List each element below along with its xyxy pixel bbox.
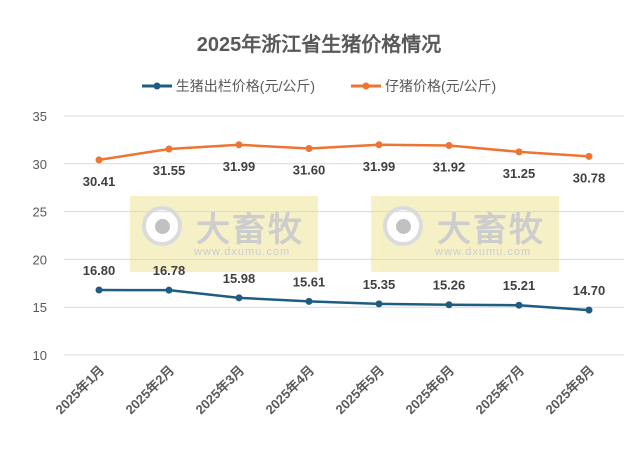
x-tick-label: 2025年4月 [263,363,318,418]
data-point [305,145,313,153]
data-point [165,286,173,294]
y-tick-label: 25 [33,205,47,220]
data-point [515,148,523,156]
x-tick-label: 2025年5月 [333,363,388,418]
watermark-brand: 大畜牧 [196,211,304,249]
data-point [235,294,243,302]
x-tick-label: 2025年8月 [543,363,598,418]
x-tick-label: 2025年7月 [473,363,528,418]
watermark-url: www.dxumu.com [435,246,532,258]
series-line-0 [98,288,590,312]
x-tick-label: 2025年2月 [123,363,178,418]
data-point [585,152,593,160]
data-label: 16.78 [153,263,186,278]
chart-title: 2025年浙江省生猪价格情况 [196,34,442,56]
y-tick-label: 20 [33,252,47,267]
data-point [515,301,523,309]
legend-marker-finisher [141,82,172,90]
data-point [305,297,313,305]
data-label: 15.98 [223,271,256,286]
data-label: 15.26 [433,278,466,293]
data-point [165,145,173,153]
legend-item-finisher: 生猪出栏价格(元/公斤) [141,76,315,96]
data-label: 31.99 [363,159,396,174]
data-label: 16.80 [83,263,116,278]
data-label: 31.55 [153,163,186,178]
data-label: 31.99 [223,159,256,174]
data-point [95,286,103,294]
data-label: 15.61 [293,274,326,289]
y-tick-label: 35 [33,109,47,124]
legend-item-piglet: 仔猪价格(元/公斤) [351,76,496,96]
x-tick-label: 2025年3月 [193,363,248,418]
data-label: 30.78 [573,170,606,185]
data-point [95,156,103,164]
legend-label-finisher: 生猪出栏价格(元/公斤) [175,78,315,94]
data-label: 31.60 [293,163,326,178]
legend: 生猪出栏价格(元/公斤) 仔猪价格(元/公斤) [0,76,638,96]
data-label: 30.41 [83,174,116,189]
y-tick-label: 15 [33,300,47,315]
y-tick-label: 30 [33,157,47,172]
data-point [445,141,453,149]
watermark-url: www.dxumu.com [194,246,291,258]
watermark-logo-icon [383,206,423,246]
x-tick-label: 2025年1月 [53,363,108,418]
legend-marker-piglet [351,82,381,90]
data-label: 14.70 [573,283,606,298]
watermark-brand: 大畜牧 [437,211,545,249]
series-line-1 [98,143,590,162]
data-label: 15.21 [503,278,536,293]
data-label: 31.92 [433,159,466,174]
data-label: 31.25 [503,166,536,181]
y-tick-label: 10 [33,348,47,363]
data-point [235,141,243,149]
data-point [585,306,593,314]
data-point [375,300,383,308]
data-point [375,141,383,149]
legend-label-piglet: 仔猪价格(元/公斤) [385,78,497,94]
x-tick-label: 2025年6月 [403,363,458,418]
watermark-logo-icon [142,206,182,246]
data-label: 15.35 [363,277,396,292]
data-point [445,301,453,309]
